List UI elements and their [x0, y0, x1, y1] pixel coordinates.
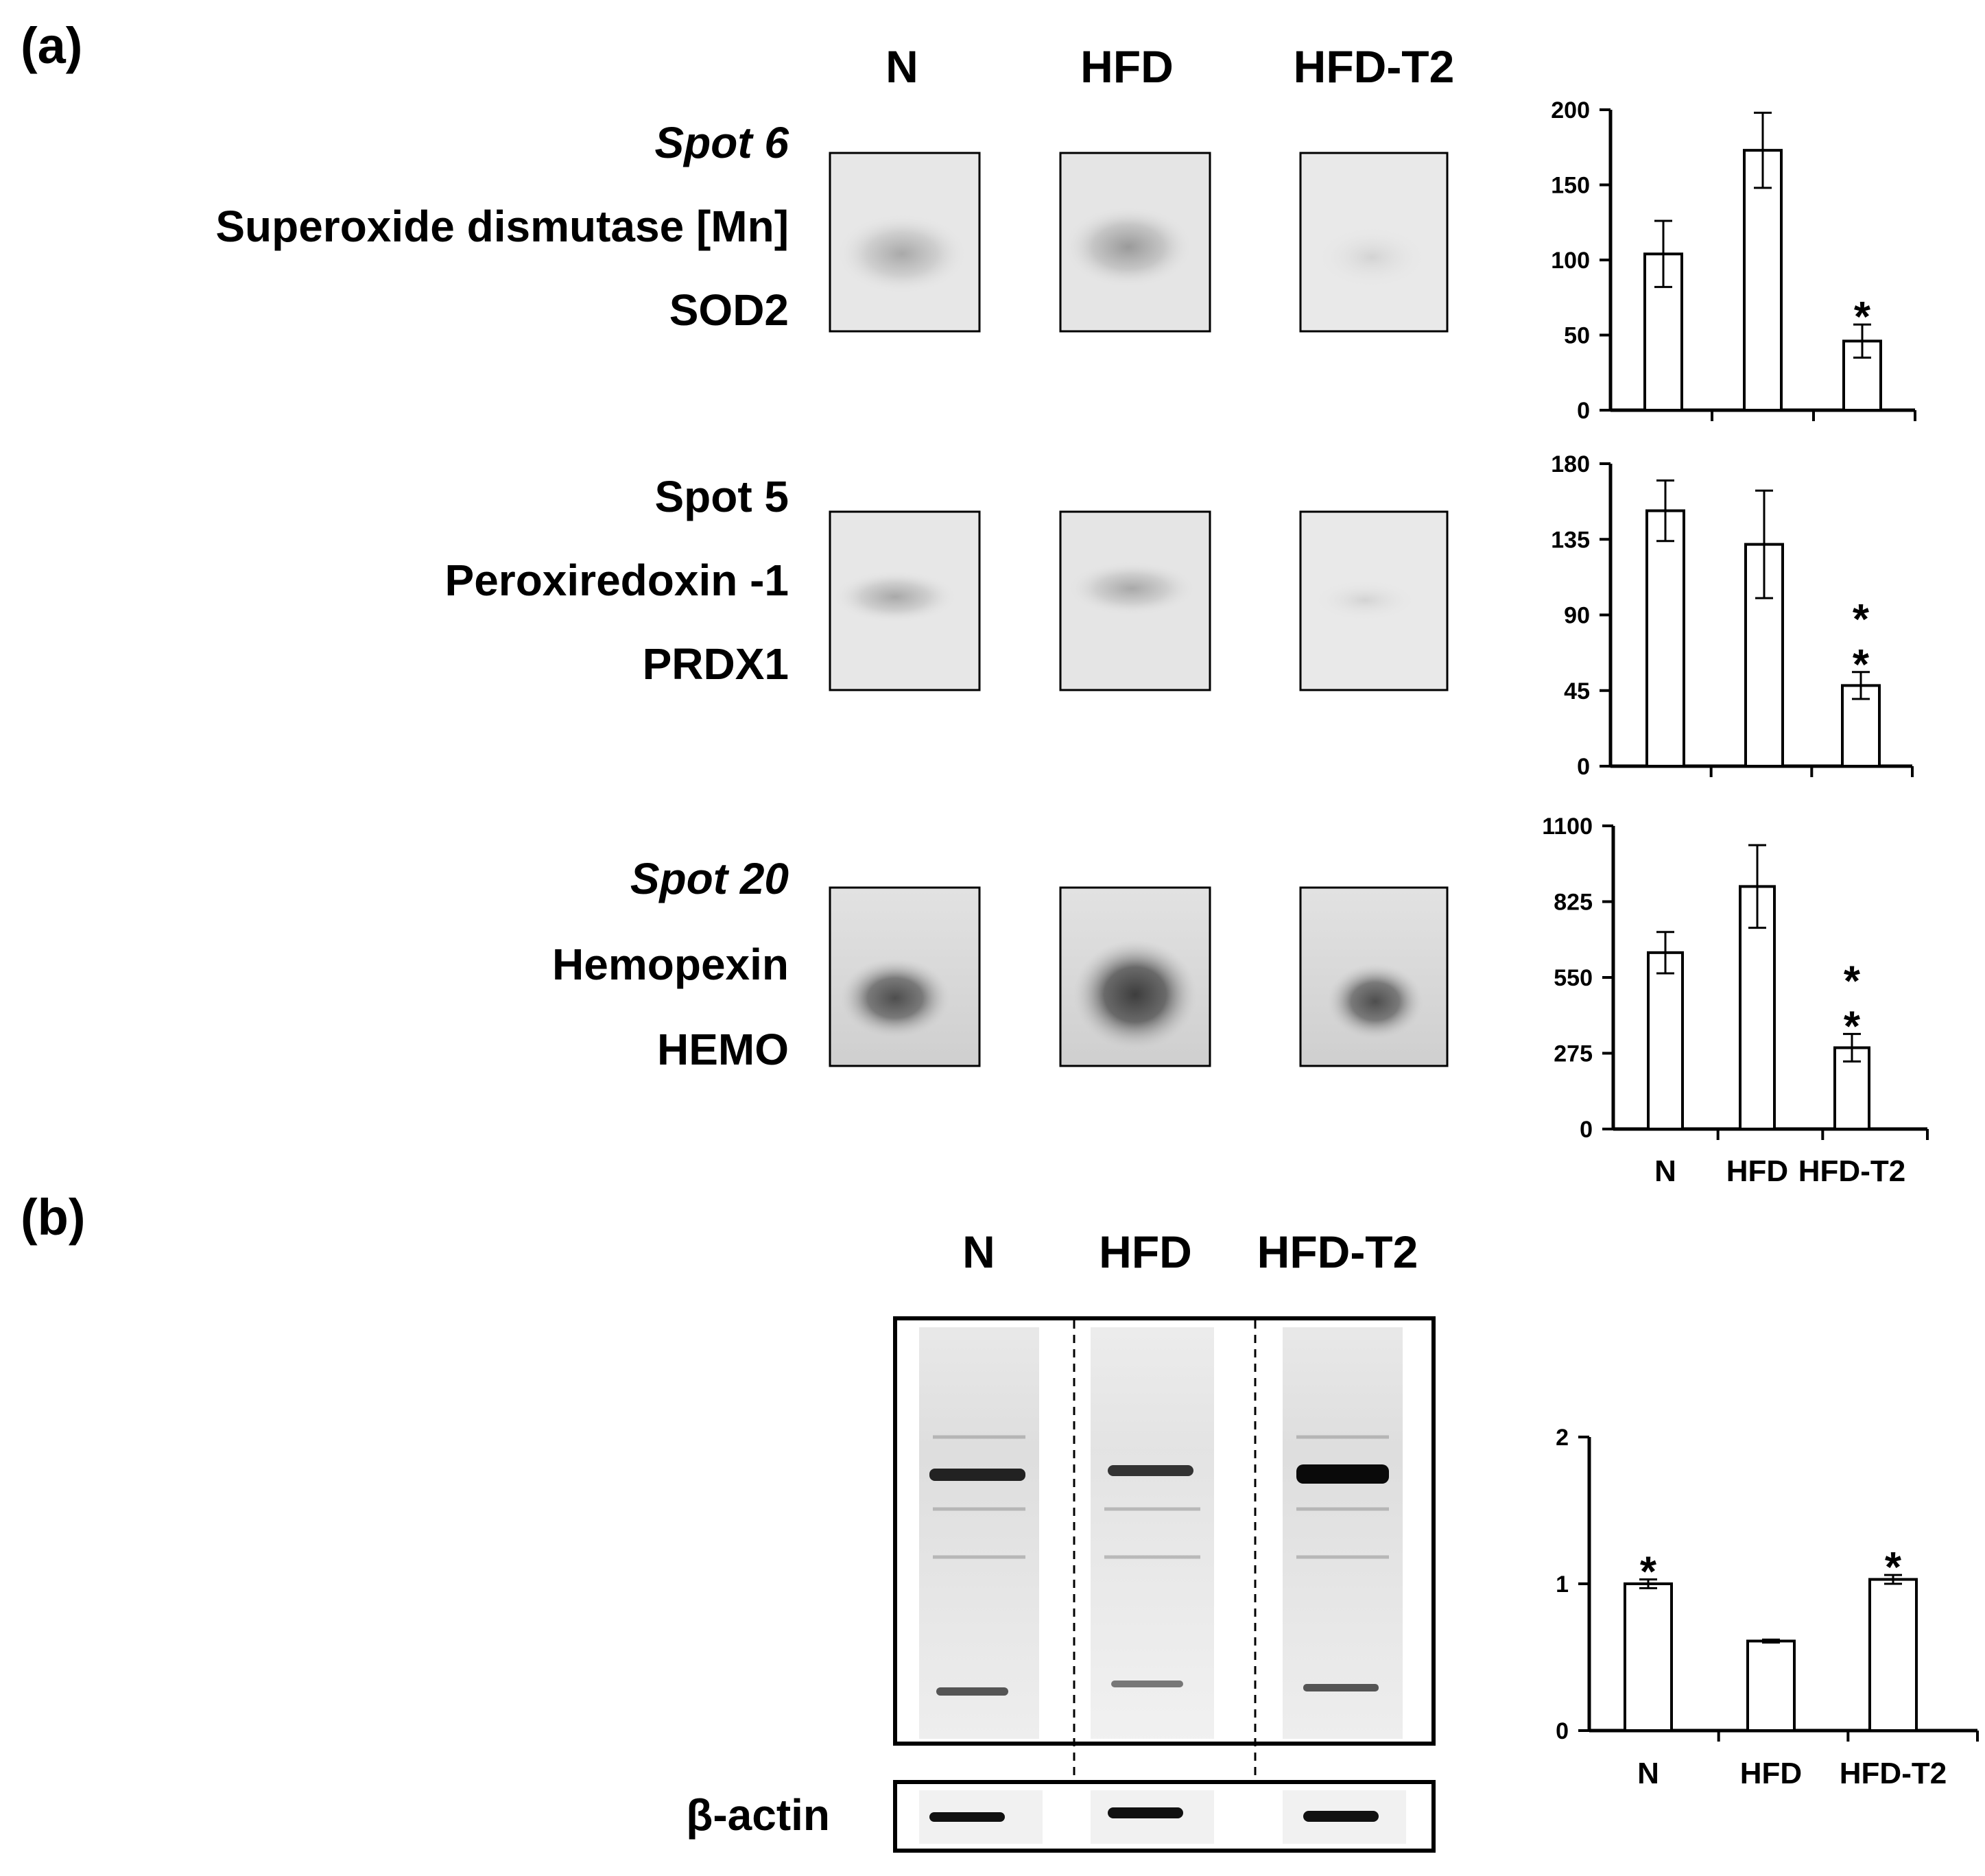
significance-marker: * [1854, 294, 1871, 341]
gel-header-hfd-t2: HFD-T2 [1294, 41, 1455, 92]
gel-header-hfd: HFD [1080, 41, 1174, 92]
loading-control-label: β-actin [686, 1790, 830, 1840]
western-blot [893, 1316, 1436, 1852]
panel-label-a: (a) [21, 17, 82, 74]
loading-control-blot [893, 1780, 1436, 1853]
gel-spot-image [1299, 152, 1449, 333]
bar-chart-blot-quantification: 0 1 2 * N HFD * HFD-T2 [1556, 1425, 1979, 1790]
gel-images-row-2 [829, 510, 1449, 691]
x-tick-label: HFD [1740, 1757, 1802, 1790]
x-tick-label: HFD-T2 [1798, 1154, 1905, 1188]
x-tick-label: HFD [1726, 1154, 1788, 1188]
blot-header-n: N [962, 1226, 995, 1277]
y-tick-label: 1 [1556, 1571, 1569, 1598]
y-tick-label: 825 [1554, 890, 1593, 916]
y-tick-label: 0 [1556, 1718, 1569, 1744]
gene-label: PRDX1 [643, 639, 789, 689]
gel-spot-image [1059, 886, 1211, 1067]
y-tick-label: 275 [1554, 1041, 1593, 1067]
panel-label-b: (b) [21, 1189, 86, 1246]
bar-chart-prdx1: 0 45 90 135 180 ** [1551, 451, 1914, 780]
y-tick-label: 1100 [1542, 814, 1593, 840]
gel-spot-image [1299, 886, 1449, 1067]
significance-marker: * [1853, 641, 1870, 689]
bar [1868, 1578, 1918, 1733]
bar [1624, 1582, 1673, 1732]
bar-chart-sod2: 0 50 100 150 200 * [1551, 97, 1916, 424]
significance-marker: * [1853, 596, 1870, 643]
gene-label: SOD2 [669, 285, 789, 335]
bar [1645, 509, 1685, 768]
gel-spot-image [1299, 510, 1449, 691]
significance-marker: * [1885, 1544, 1902, 1591]
gel-header-n: N [885, 41, 918, 92]
blot-header-hfd: HFD [1099, 1226, 1192, 1277]
blot-header-hfd-t2: HFD-T2 [1257, 1226, 1418, 1277]
y-tick-label: 0 [1577, 754, 1590, 780]
gel-spot-image [829, 510, 981, 691]
x-tick-label: N [1637, 1757, 1659, 1790]
bar [1746, 1639, 1796, 1732]
bar [1743, 149, 1783, 412]
gel-spot-image [829, 886, 981, 1067]
y-tick-label: 550 [1554, 965, 1593, 991]
spot-label: Spot 5 [654, 472, 789, 521]
y-tick-label: 100 [1551, 248, 1590, 274]
protein-label: Superoxide dismutase [Mn] [215, 202, 789, 251]
protein-label: Peroxiredoxin -1 [445, 556, 789, 605]
protein-label: Hemopexin [552, 940, 789, 989]
gene-label: HEMO [657, 1025, 789, 1074]
x-tick-label: N [1654, 1154, 1676, 1188]
y-tick-label: 200 [1551, 97, 1590, 123]
y-tick-label: 135 [1551, 527, 1590, 553]
significance-marker: * [1844, 1003, 1861, 1050]
y-tick-label: 2 [1556, 1425, 1569, 1451]
y-tick-label: 180 [1551, 451, 1590, 477]
bar-chart-hemo: 0 275 550 825 1100 N HFD ** HFD-T2 [1542, 814, 1929, 1188]
row-labels: Spot 6 Superoxide dismutase [Mn] SOD2 Sp… [215, 118, 789, 1074]
spot-label: Spot 6 [654, 118, 789, 167]
gel-spot-image [1059, 510, 1211, 691]
y-tick-label: 0 [1577, 398, 1590, 424]
y-tick-label: 45 [1564, 678, 1590, 704]
y-tick-label: 90 [1564, 603, 1590, 629]
gel-images-row-3 [829, 886, 1449, 1067]
gel-images-row-1 [829, 152, 1449, 333]
gel-spot-image [829, 152, 981, 333]
gel-spot-image [1059, 152, 1211, 333]
bar [1647, 951, 1684, 1130]
bar [1833, 1046, 1870, 1130]
bar [1739, 885, 1776, 1131]
y-tick-label: 50 [1564, 323, 1590, 349]
y-tick-label: 150 [1551, 173, 1590, 199]
y-tick-label: 0 [1580, 1117, 1593, 1143]
bar [1744, 543, 1784, 768]
spot-label: Spot 20 [630, 854, 789, 903]
x-tick-label: HFD-T2 [1840, 1757, 1947, 1790]
significance-marker: * [1640, 1549, 1657, 1596]
significance-marker: * [1844, 958, 1861, 1005]
